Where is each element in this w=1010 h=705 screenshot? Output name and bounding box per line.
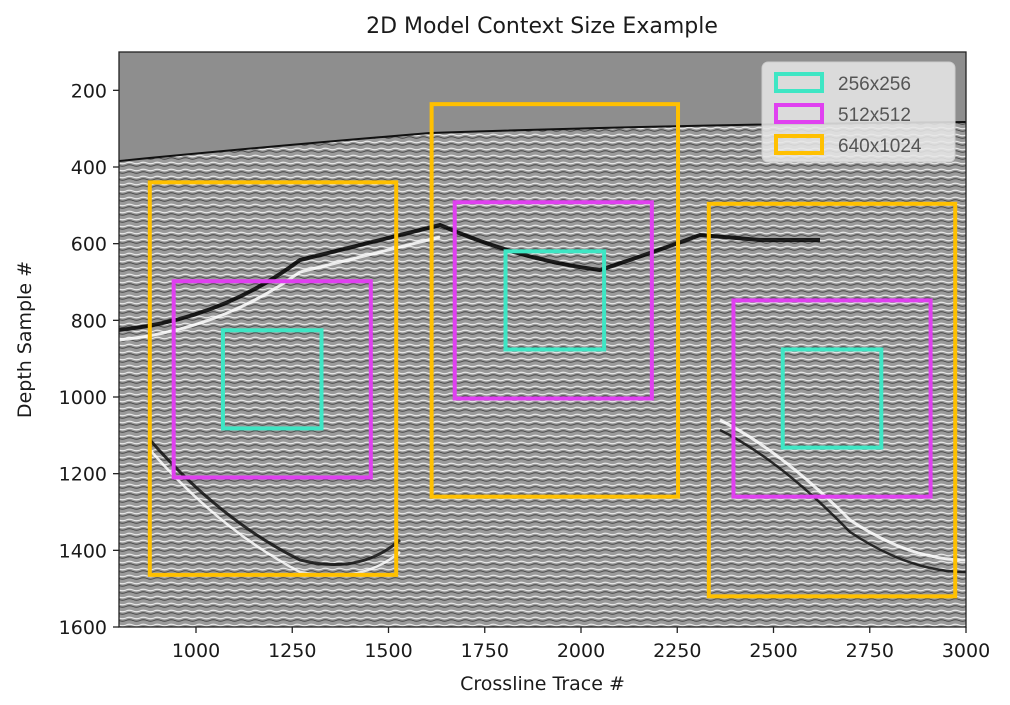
legend-swatch [774, 72, 824, 93]
x-tick-label: 1000 [172, 640, 220, 662]
y-tick-label: 800 [71, 310, 107, 332]
x-axis-label: Crossline Trace # [460, 673, 625, 695]
context-box-256x256 [780, 347, 884, 450]
x-tick-label: 1750 [461, 640, 509, 662]
x-tick-label: 2750 [846, 640, 894, 662]
y-tick-label: 1200 [59, 464, 107, 486]
y-tick-label: 400 [71, 157, 107, 179]
context-rectangles [147, 102, 958, 599]
legend-label: 640x1024 [838, 136, 922, 157]
context-box-512x512 [452, 200, 654, 401]
legend-swatch [774, 103, 824, 124]
plot-frame [118, 51, 967, 628]
legend-swatch [774, 134, 824, 155]
context-box-256x256 [503, 249, 607, 352]
context-box-256x256 [220, 328, 324, 431]
context-box-640x1024 [147, 180, 399, 577]
y-axis-label: Depth Sample # [14, 261, 36, 418]
y-tick-label: 600 [71, 234, 107, 256]
legend: 256x256 512x512 640x1024 [761, 61, 956, 163]
context-box-512x512 [731, 298, 933, 499]
x-tick-label: 2500 [749, 640, 797, 662]
x-tick-label: 2250 [653, 640, 701, 662]
x-tick-label: 1500 [364, 640, 412, 662]
legend-label: 256x256 [838, 74, 911, 95]
y-tick-label: 1000 [59, 387, 107, 409]
legend-label: 512x512 [838, 105, 911, 126]
context-box-640x1024 [429, 102, 681, 499]
y-tick-label: 1600 [59, 617, 107, 639]
axes: 1000 1250 1500 1750 2000 2250 2500 2750 3000 200 4… [14, 80, 990, 695]
context-box-640x1024 [706, 201, 958, 599]
x-tick-label: 3000 [942, 640, 990, 662]
y-tick-label: 200 [71, 80, 107, 102]
y-tick-label: 1400 [59, 540, 107, 562]
context-box-512x512 [171, 279, 373, 480]
chart-title: 2D Model Context Size Example [366, 14, 718, 39]
x-tick-label: 2000 [557, 640, 605, 662]
x-tick-label: 1250 [268, 640, 316, 662]
